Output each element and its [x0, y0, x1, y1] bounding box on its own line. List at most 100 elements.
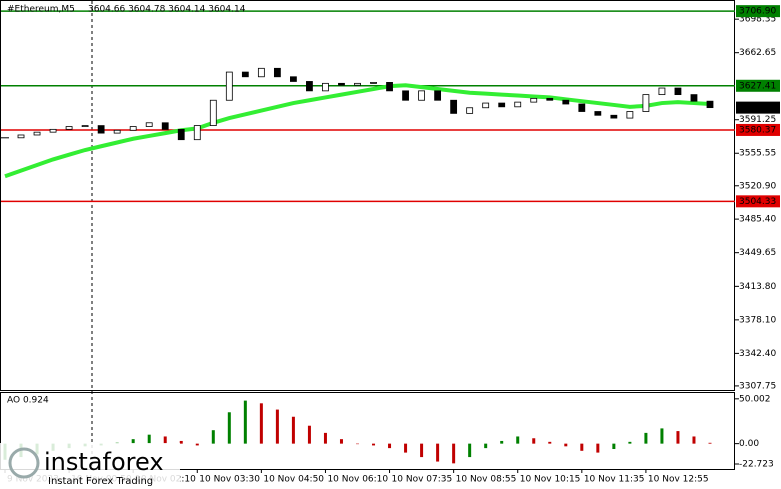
candle — [386, 82, 393, 92]
ao-bar — [452, 443, 456, 464]
candle — [594, 111, 602, 116]
y-tick-label: 3307.75 — [739, 381, 776, 391]
ao-bar — [163, 436, 167, 444]
candle — [97, 125, 105, 134]
level-label: 3580.37 — [739, 125, 776, 135]
y-tick-label: 3413.80 — [739, 282, 776, 292]
symbol-title: #Ethereum,M5 — [7, 5, 75, 15]
ao-bar — [195, 443, 199, 446]
candle — [17, 134, 25, 139]
candle — [418, 90, 425, 101]
ao-bar — [532, 438, 536, 444]
x-tick-label: 10 Nov 08:55 — [456, 475, 517, 485]
candle — [177, 128, 185, 141]
moving-average — [4, 83, 711, 179]
watermark-tagline: Instant Forex Trading — [48, 476, 153, 487]
candle — [65, 126, 73, 130]
candle — [273, 67, 281, 78]
candle — [434, 90, 442, 101]
ao-bar — [548, 441, 552, 444]
candle — [145, 122, 153, 127]
ao-bar — [243, 400, 247, 444]
ao-bar — [612, 443, 616, 450]
ao-bar — [404, 443, 408, 453]
ao-bar — [259, 403, 263, 444]
ao-bar — [227, 412, 231, 444]
y-tick-label: 3520.90 — [739, 181, 776, 191]
candle — [354, 82, 361, 86]
y-tick-label: 3449.65 — [739, 248, 776, 258]
ao-bar — [484, 443, 488, 449]
x-tick-label: 10 Nov 04:50 — [263, 475, 324, 485]
candle — [626, 111, 634, 119]
ao-bar — [708, 442, 712, 444]
candle — [338, 82, 345, 86]
ao-bar — [660, 428, 664, 444]
y-tick-label: 3698.35 — [739, 15, 776, 25]
ao-bar — [564, 443, 568, 447]
candle — [322, 82, 329, 92]
ao-bar — [628, 441, 632, 444]
candle — [658, 87, 666, 96]
candle — [49, 128, 57, 133]
x-tick-label: 10 Nov 11:35 — [584, 475, 645, 485]
x-tick-label: 10 Nov 07:35 — [392, 475, 453, 485]
candle — [642, 94, 650, 112]
candle — [225, 71, 233, 101]
ao-bar — [692, 436, 696, 444]
ao-title: AO 0.924 — [7, 396, 49, 406]
ao-frame — [0, 392, 735, 470]
level-label-bg — [736, 123, 780, 136]
candle — [562, 99, 570, 105]
ao-bar — [291, 416, 295, 444]
ao-bar — [307, 425, 311, 444]
watermark-brand: instaforex — [44, 448, 164, 476]
level-label: 3706.90 — [739, 7, 776, 17]
watermark: instaforex Instant Forex Trading — [0, 443, 180, 489]
ao-bar — [580, 443, 584, 451]
ao-bar — [596, 443, 600, 453]
ao-bar — [372, 443, 376, 446]
ao-bar — [147, 434, 151, 444]
x-tick-label: 10 Nov 10:15 — [520, 475, 581, 485]
x-tick-label: 10 Nov 06:10 — [327, 475, 388, 485]
ao-bar — [644, 432, 648, 444]
candle — [498, 102, 506, 108]
y-tick-label: 50.002 — [739, 394, 771, 404]
candle — [546, 97, 554, 101]
candle — [306, 81, 313, 92]
candle — [257, 67, 265, 78]
candle — [610, 114, 618, 119]
candle — [530, 97, 538, 103]
y-tick-label: 3378.10 — [739, 315, 776, 325]
candle — [209, 99, 217, 126]
ao-bar — [179, 440, 183, 444]
ao-bar — [436, 443, 440, 462]
candle — [450, 99, 458, 114]
ao-bar — [356, 443, 359, 445]
candle — [290, 76, 297, 82]
ao-bar — [420, 443, 424, 458]
ao-bar — [500, 440, 504, 444]
candle — [674, 87, 682, 96]
y-tick-label: 3662.65 — [739, 48, 776, 58]
ao-bar — [339, 439, 343, 444]
candle — [129, 126, 137, 131]
candle — [81, 125, 89, 127]
y-tick-label: 0.00 — [739, 439, 759, 449]
current-price-label: 3604.14 — [739, 103, 776, 113]
candle — [690, 94, 698, 102]
x-tick-label: 10 Nov 12:55 — [648, 475, 709, 485]
main-frame — [0, 0, 735, 391]
y-tick-label: 3555.55 — [739, 149, 776, 159]
level-label-bg — [736, 195, 780, 208]
level-label-bg — [736, 79, 780, 92]
quote: 3604.66 3604.78 3604.14 3604.14 — [88, 5, 246, 15]
current-price-bg — [736, 101, 780, 114]
candle — [161, 122, 169, 130]
ao-bar — [676, 431, 680, 444]
candle — [241, 71, 249, 78]
x-tick-label: 10 Nov 03:30 — [199, 475, 260, 485]
